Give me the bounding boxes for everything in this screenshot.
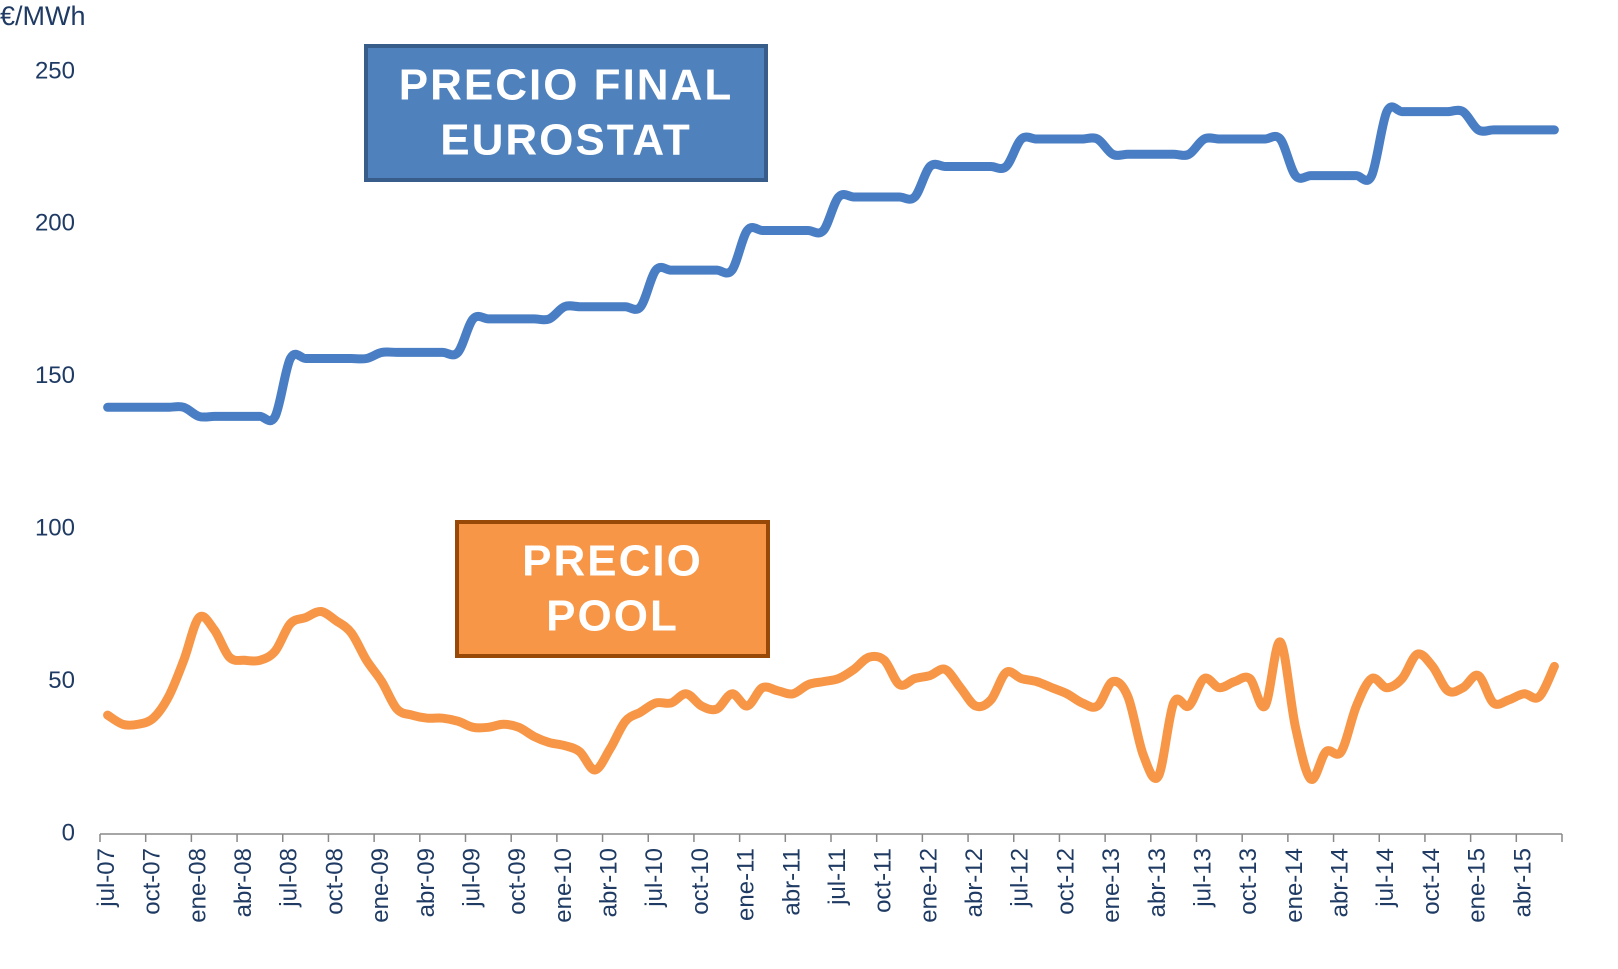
x-tick-label: jul-11 <box>824 848 851 906</box>
x-tick-label: oct-10 <box>687 848 714 915</box>
x-tick-label: oct-11 <box>870 848 897 913</box>
y-tick-label: 100 <box>35 515 75 542</box>
x-tick-label: jul-08 <box>276 848 303 908</box>
x-tick-label: ene-15 <box>1464 848 1491 923</box>
annotation-text: POOL <box>546 592 679 641</box>
x-tick-label: jul-13 <box>1189 848 1216 908</box>
x-tick-label: abr-14 <box>1327 848 1354 917</box>
annotation-box <box>455 520 770 658</box>
annotation-box <box>364 44 768 182</box>
annotation-text: EUROSTAT <box>440 116 691 165</box>
x-tick-label: ene-12 <box>915 848 942 923</box>
x-tick-label: abr-13 <box>1144 848 1171 917</box>
x-tick-label: oct-13 <box>1235 848 1262 915</box>
x-tick-label: jul-14 <box>1372 848 1399 908</box>
y-tick-label: 0 <box>62 819 75 846</box>
x-tick-label: abr-11 <box>778 848 805 916</box>
x-tick-label: abr-09 <box>413 848 440 917</box>
x-tick-label: oct-12 <box>1052 848 1079 915</box>
x-tick-label: jul-10 <box>641 848 668 908</box>
y-axis-label: €/MWh <box>0 1 86 31</box>
series-line <box>103 606 1559 784</box>
x-tick-label: jul-09 <box>458 848 485 908</box>
x-tick-label: oct-07 <box>139 848 166 915</box>
y-tick-label: 150 <box>35 362 75 389</box>
x-tick-label: ene-14 <box>1281 848 1308 923</box>
y-tick-label: 50 <box>48 667 75 694</box>
x-tick-label: oct-14 <box>1418 848 1445 915</box>
x-tick-label: ene-11 <box>733 848 760 921</box>
x-tick-label: oct-08 <box>321 848 348 915</box>
x-tick-label: abr-08 <box>230 848 257 917</box>
series-line <box>103 102 1559 426</box>
x-tick-label: abr-15 <box>1509 848 1536 917</box>
x-tick-label: ene-10 <box>550 848 577 923</box>
x-tick-label: jul-07 <box>93 848 120 908</box>
x-tick-label: abr-12 <box>961 848 988 917</box>
x-tick-label: ene-09 <box>367 848 394 923</box>
x-tick-label: jul-12 <box>1007 848 1034 908</box>
annotation-text: PRECIO <box>522 537 703 586</box>
x-tick-label: ene-08 <box>184 848 211 923</box>
x-tick-label: ene-13 <box>1098 848 1125 923</box>
x-tick-label: abr-10 <box>596 848 623 917</box>
x-tick-label: oct-09 <box>504 848 531 915</box>
y-tick-label: 200 <box>35 210 75 237</box>
y-tick-label: 250 <box>35 57 75 84</box>
annotation-text: PRECIO FINAL <box>399 61 733 110</box>
